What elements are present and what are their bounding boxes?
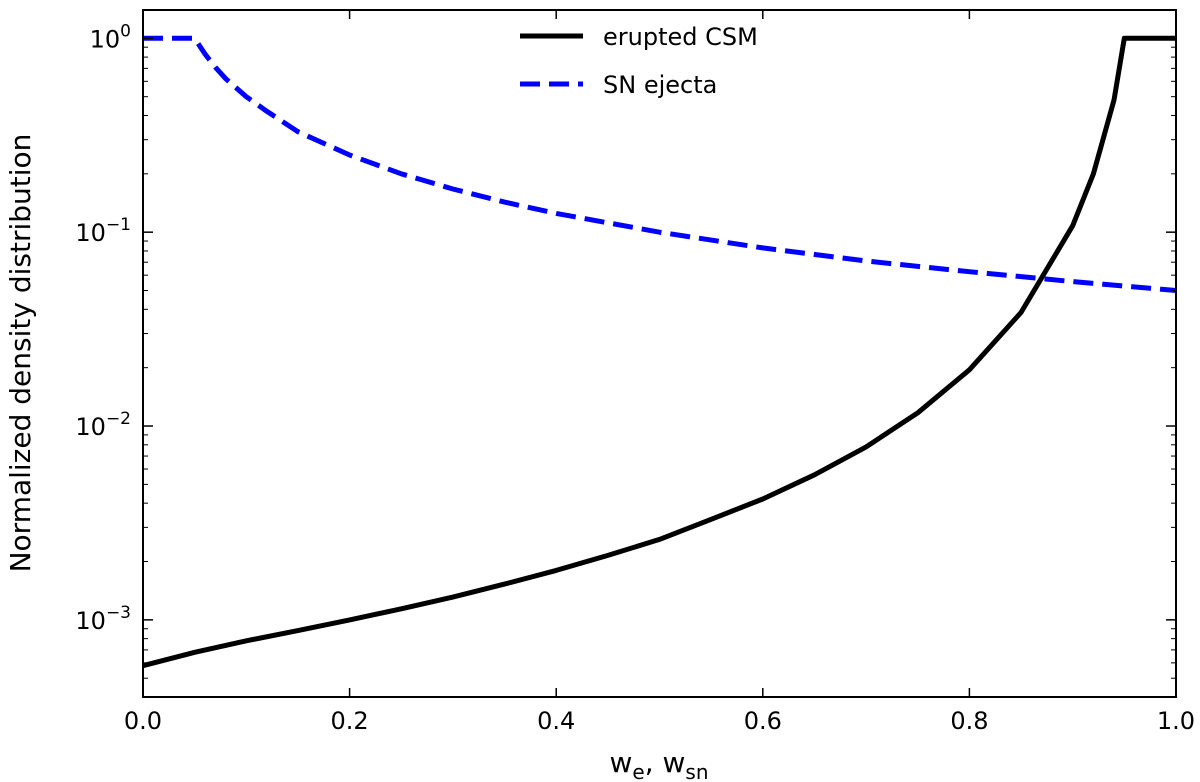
- x-tick-label: 0.6: [744, 707, 782, 735]
- y-tick-label-exponent: −2: [106, 409, 131, 429]
- y-tick-label: 10−2: [75, 409, 131, 441]
- plot-frame: [142, 9, 1177, 698]
- legend-label-erupted-csm: erupted CSM: [603, 23, 758, 51]
- x-tick-label: 1.0: [1157, 707, 1195, 735]
- y-axis-label: Normalized density distribution: [4, 134, 37, 573]
- series-line-sn-ejecta: [143, 35, 1177, 293]
- y-tick-label-base: 10: [75, 219, 106, 247]
- x-axis-label-main-2: w: [663, 746, 686, 779]
- series-layer: [142, 35, 1177, 669]
- y-tick-label-exponent: 0: [120, 21, 131, 41]
- x-tick-label: 0.0: [124, 707, 162, 735]
- x-axis-label-sub-2: sn: [685, 760, 708, 782]
- y-tick-label-base: 10: [75, 607, 106, 635]
- legend-label-sn-ejecta: SN ejecta: [603, 71, 717, 99]
- x-axis-label-sep: ,: [645, 746, 663, 779]
- y-tick-label-exponent: −1: [106, 215, 131, 235]
- y-tick-label-exponent: −3: [106, 603, 131, 623]
- x-axis-label: we, wsn: [609, 746, 708, 782]
- x-tick-label: 0.4: [537, 707, 575, 735]
- y-tick-label: 10−3: [75, 603, 131, 635]
- y-tick-label: 10−1: [75, 215, 131, 247]
- y-tick-label-base: 10: [90, 25, 121, 53]
- x-tick-label: 0.2: [331, 707, 369, 735]
- series-line-erupted-csm: [142, 35, 1176, 669]
- x-axis-label-main-1: w: [609, 746, 632, 779]
- x-axis-label-sub-1: e: [632, 760, 644, 782]
- legend: erupted CSM SN ejecta: [520, 23, 758, 99]
- x-tick-label: 0.8: [950, 707, 988, 735]
- y-tick-label-base: 10: [75, 413, 106, 441]
- y-tick-label: 100: [90, 21, 131, 53]
